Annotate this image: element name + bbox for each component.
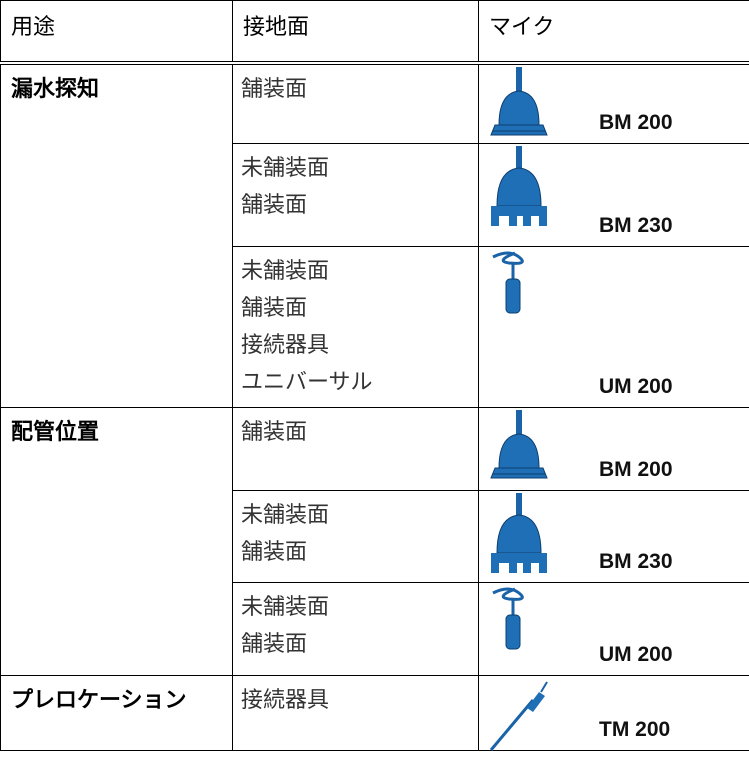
mic-icon bbox=[489, 493, 549, 575]
mic-label: BM 200 bbox=[599, 458, 673, 482]
header-cell: マイク bbox=[479, 1, 749, 63]
surface-text: ユニバーサル bbox=[241, 364, 470, 401]
header-cell: 用途 bbox=[1, 1, 233, 63]
surface-cell: 未舗装面舗装面 bbox=[233, 583, 479, 676]
surface-cell: 未舗装面舗装面 bbox=[233, 144, 479, 247]
mic-icon bbox=[489, 678, 549, 760]
use-cell: プレロケーション bbox=[1, 676, 233, 751]
mic-label: UM 200 bbox=[599, 375, 673, 399]
surface-text: 舗装面 bbox=[241, 71, 470, 108]
mic-label: BM 200 bbox=[599, 111, 673, 135]
mic-cell: BM 230 bbox=[479, 491, 749, 583]
header-row: 用途 接地面 マイク bbox=[1, 1, 749, 63]
mic-cell: UM 200 bbox=[479, 247, 749, 408]
use-cell: 配管位置 bbox=[1, 408, 233, 676]
mic-label: BM 230 bbox=[599, 550, 673, 574]
surface-cell: 未舗装面舗装面接続器具ユニバーサル bbox=[233, 247, 479, 408]
surface-text: 舗装面 bbox=[241, 626, 470, 663]
surface-text: 未舗装面 bbox=[241, 253, 470, 290]
mic-cell: TM 200 bbox=[479, 676, 749, 751]
surface-text: 舗装面 bbox=[241, 534, 470, 571]
mic-icon bbox=[489, 249, 549, 331]
mic-label: UM 200 bbox=[599, 643, 673, 667]
surface-cell: 舗装面 bbox=[233, 408, 479, 491]
use-cell: 漏水探知 bbox=[1, 63, 233, 408]
surface-text: 未舗装面 bbox=[241, 150, 470, 187]
mic-label: BM 230 bbox=[599, 214, 673, 238]
mic-cell: BM 200 bbox=[479, 408, 749, 491]
table-row: プレロケーション接続器具 TM 200 bbox=[1, 676, 749, 751]
surface-text: 未舗装面 bbox=[241, 589, 470, 626]
page: {"header":{"columns":["用途","接地面","マイク"]}… bbox=[0, 0, 749, 741]
mic-cell: BM 200 bbox=[479, 63, 749, 144]
mic-icon bbox=[489, 585, 549, 667]
surface-cell: 接続器具 bbox=[233, 676, 479, 751]
mic-cell: BM 230 bbox=[479, 144, 749, 247]
mic-icon bbox=[489, 67, 549, 149]
surface-cell: 舗装面 bbox=[233, 63, 479, 144]
surface-text: 接続器具 bbox=[241, 682, 470, 719]
mic-icon bbox=[489, 146, 549, 228]
header-cell: 接地面 bbox=[233, 1, 479, 63]
surface-text: 舗装面 bbox=[241, 187, 470, 224]
mic-icon bbox=[489, 410, 549, 492]
surface-text: 舗装面 bbox=[241, 290, 470, 327]
surface-text: 舗装面 bbox=[241, 414, 470, 451]
surface-cell: 未舗装面舗装面 bbox=[233, 491, 479, 583]
surface-text: 未舗装面 bbox=[241, 497, 470, 534]
surface-text: 接続器具 bbox=[241, 327, 470, 364]
mic-cell: UM 200 bbox=[479, 583, 749, 676]
mic-label: TM 200 bbox=[599, 718, 670, 742]
